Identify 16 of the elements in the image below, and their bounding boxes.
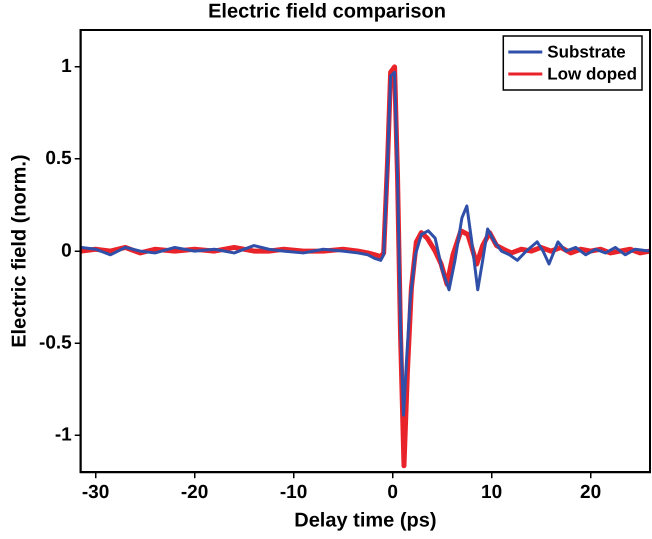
x-tick-label: -30 bbox=[82, 482, 110, 503]
y-tick-label: -1 bbox=[54, 424, 72, 446]
chart-title: Electric field comparison bbox=[208, 0, 446, 23]
x-axis-title: Delay time (ps) bbox=[294, 510, 437, 532]
legend-label: Substrate bbox=[547, 42, 626, 62]
x-tick-label: -20 bbox=[180, 482, 208, 503]
y-tick-label: 1 bbox=[61, 56, 72, 78]
legend-label: Low doped bbox=[547, 64, 638, 84]
x-tick-label: -10 bbox=[280, 482, 308, 503]
x-tick-label: 20 bbox=[580, 482, 602, 503]
y-tick-label: -0.5 bbox=[38, 332, 72, 354]
y-axis-title: Electric field (norm.) bbox=[8, 154, 31, 348]
y-tick-label: 0.5 bbox=[45, 148, 72, 170]
x-tick-label: 10 bbox=[481, 482, 502, 503]
x-tick-label: 0 bbox=[387, 482, 398, 503]
y-tick-label: 0 bbox=[61, 240, 72, 262]
